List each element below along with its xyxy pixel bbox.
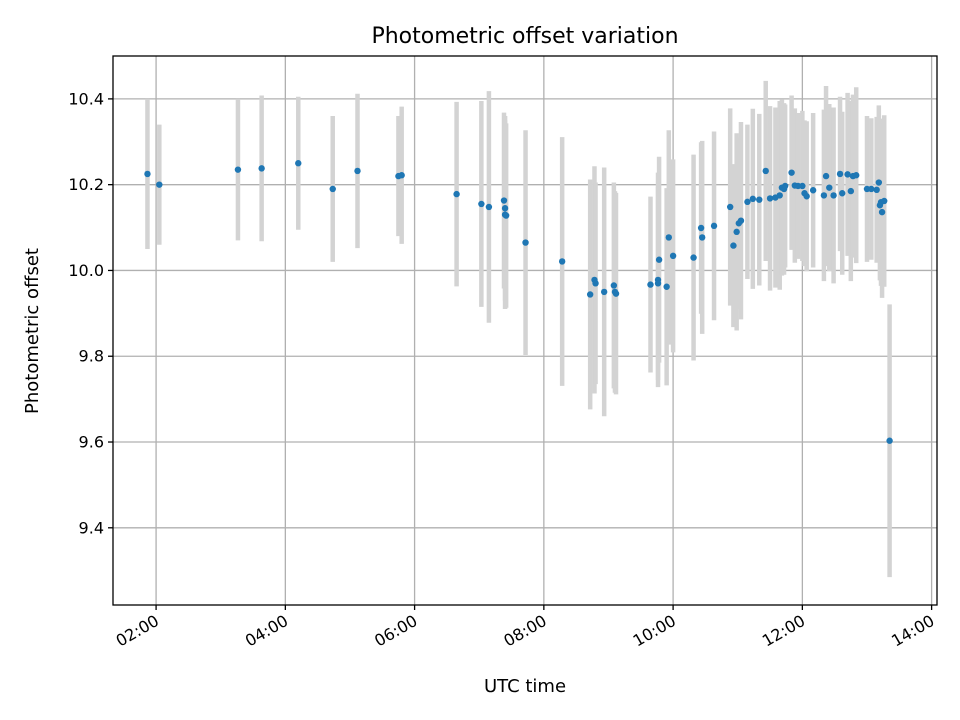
data-point (398, 172, 405, 179)
data-point (698, 234, 706, 241)
data-point (820, 192, 828, 199)
x-axis-label: UTC time (484, 676, 566, 697)
data-point (610, 282, 618, 289)
y-tick-label: 9.8 (79, 347, 104, 366)
data-point (847, 187, 855, 195)
data-point (258, 165, 265, 172)
plot-area-frame (112, 55, 938, 606)
y-tick-label: 9.6 (79, 433, 104, 452)
data-point (809, 187, 817, 194)
data-point (762, 167, 769, 175)
data-point (756, 196, 763, 203)
data-point (485, 203, 493, 211)
y-tick-label: 10.0 (68, 261, 104, 280)
data-point (655, 256, 663, 263)
error-bars (145, 80, 892, 578)
data-point (737, 217, 745, 224)
data-point (822, 172, 830, 180)
data-point (744, 198, 751, 206)
data-point (781, 182, 789, 190)
data-point (766, 195, 774, 202)
data-points (144, 160, 893, 444)
data-point (586, 291, 594, 298)
data-point (730, 242, 737, 249)
data-point (690, 254, 697, 261)
data-point (453, 190, 460, 198)
data-point (873, 186, 880, 194)
chart-title: Photometric offset variation (371, 24, 678, 49)
y-tick-label: 10.4 (68, 89, 104, 108)
x-tick-label: 12:00 (759, 611, 808, 651)
x-tick-label: 02:00 (113, 611, 162, 651)
data-point (647, 281, 654, 288)
data-point (710, 222, 718, 230)
data-point (478, 200, 485, 208)
data-point (654, 280, 662, 287)
data-point (830, 192, 837, 199)
data-point (881, 197, 888, 205)
data-point (697, 224, 705, 232)
data-point (836, 170, 844, 178)
data-point (612, 290, 620, 297)
y-tick-label: 10.2 (68, 175, 104, 194)
data-point (156, 181, 163, 188)
data-point (502, 212, 510, 219)
data-point (663, 283, 670, 290)
y-tick-label: 9.4 (79, 518, 104, 537)
data-point (776, 192, 783, 199)
data-point (826, 184, 833, 191)
data-point (500, 197, 508, 204)
y-axis-ticks: 9.4 9.6 9.8 10.0 10.2 10.4 (68, 89, 113, 537)
x-tick-label: 14:00 (888, 611, 937, 651)
data-point (749, 195, 757, 203)
data-point (558, 258, 566, 265)
x-tick-label: 06:00 (371, 611, 420, 651)
data-point (665, 234, 672, 241)
data-point (844, 171, 851, 178)
data-point (878, 208, 886, 216)
x-axis-ticks: 02:00 04:00 06:00 08:00 10:00 12:00 14:00 (113, 605, 938, 651)
data-point (600, 288, 608, 296)
x-tick-label: 04:00 (242, 611, 291, 651)
x-tick-label: 10:00 (630, 611, 679, 651)
data-point (522, 239, 529, 246)
data-point (669, 252, 677, 260)
data-point (354, 167, 361, 175)
data-point (295, 160, 302, 167)
data-point (799, 182, 806, 190)
data-point (144, 170, 151, 178)
data-point (501, 205, 509, 212)
data-point (788, 169, 795, 176)
data-point (839, 190, 846, 197)
data-point (733, 228, 740, 236)
data-point (234, 166, 242, 173)
data-point (803, 193, 810, 200)
data-point (592, 280, 599, 287)
data-point (853, 172, 860, 179)
data-point (868, 185, 875, 193)
data-point (886, 437, 893, 444)
x-tick-label: 08:00 (500, 611, 549, 651)
data-point (329, 185, 336, 193)
y-axis-label: Photometric offset (22, 248, 43, 414)
data-point (875, 179, 883, 186)
data-point (726, 203, 734, 211)
